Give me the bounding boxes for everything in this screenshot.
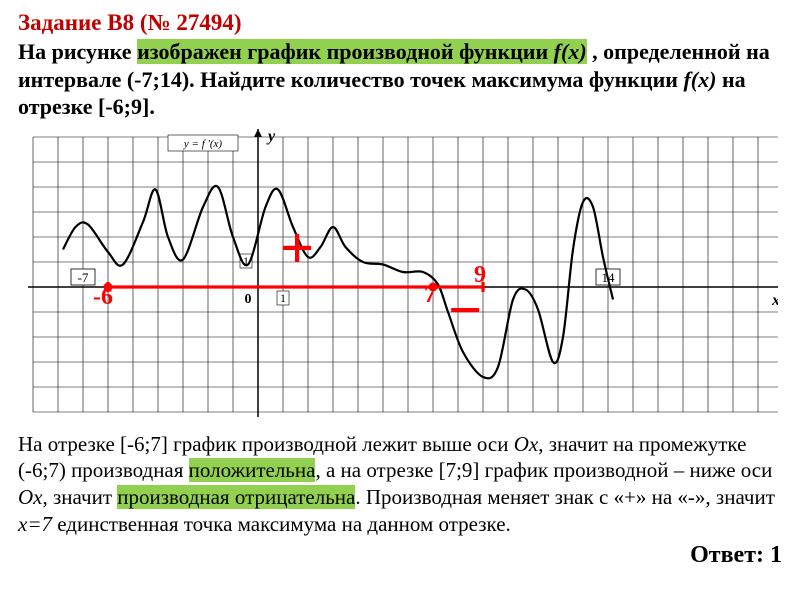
e1e: , а на отрезке [7;9] график производной … (315, 458, 772, 482)
svg-text:-7: -7 (78, 270, 89, 285)
e1d: положительна (189, 458, 316, 482)
e1j: x=7 (18, 512, 52, 536)
p1e: f(x) (683, 67, 716, 92)
label-minus6: -6 (93, 284, 113, 311)
e1a: На отрезке [-6;7] график производной леж… (18, 432, 514, 456)
task-title: Задание B8 (№ 27494) (18, 10, 782, 36)
e1f: Ox (18, 485, 43, 509)
answer: Ответ: 1 (18, 542, 782, 569)
explanation: На отрезке [-6;7] график производной леж… (18, 431, 782, 539)
p1a: На рисунке (18, 39, 137, 64)
p1b: изображен график производной функции (137, 39, 554, 64)
svg-text:y: y (266, 128, 276, 145)
e1g: , значит (43, 485, 118, 509)
p1c: f(x) (554, 39, 587, 64)
svg-text:y = f '(x): y = f '(x) (183, 138, 223, 150)
svg-text:0: 0 (245, 292, 252, 307)
e1k: единственная точка максимума на данном о… (52, 512, 511, 536)
minus-sign: − (448, 290, 482, 330)
derivative-chart: -7140yy = f '(x)x11 + − -6 7 9 (18, 127, 778, 427)
e1i: . Производная меняет знак с «+» на «-», … (355, 485, 775, 509)
e1h: производная отрицательна (117, 485, 355, 509)
label-nine: 9 (474, 262, 486, 289)
svg-text:1: 1 (280, 291, 286, 305)
svg-text:x: x (771, 292, 778, 309)
chart-svg: -7140yy = f '(x)x11 (18, 127, 778, 427)
plus-sign: + (280, 228, 314, 268)
e1b: Ox (514, 432, 539, 456)
answer-value: 1 (770, 542, 782, 568)
label-seven: 7 (424, 282, 436, 309)
answer-label: Ответ: (690, 542, 770, 568)
problem-text: На рисунке изображен график производной … (18, 38, 782, 121)
